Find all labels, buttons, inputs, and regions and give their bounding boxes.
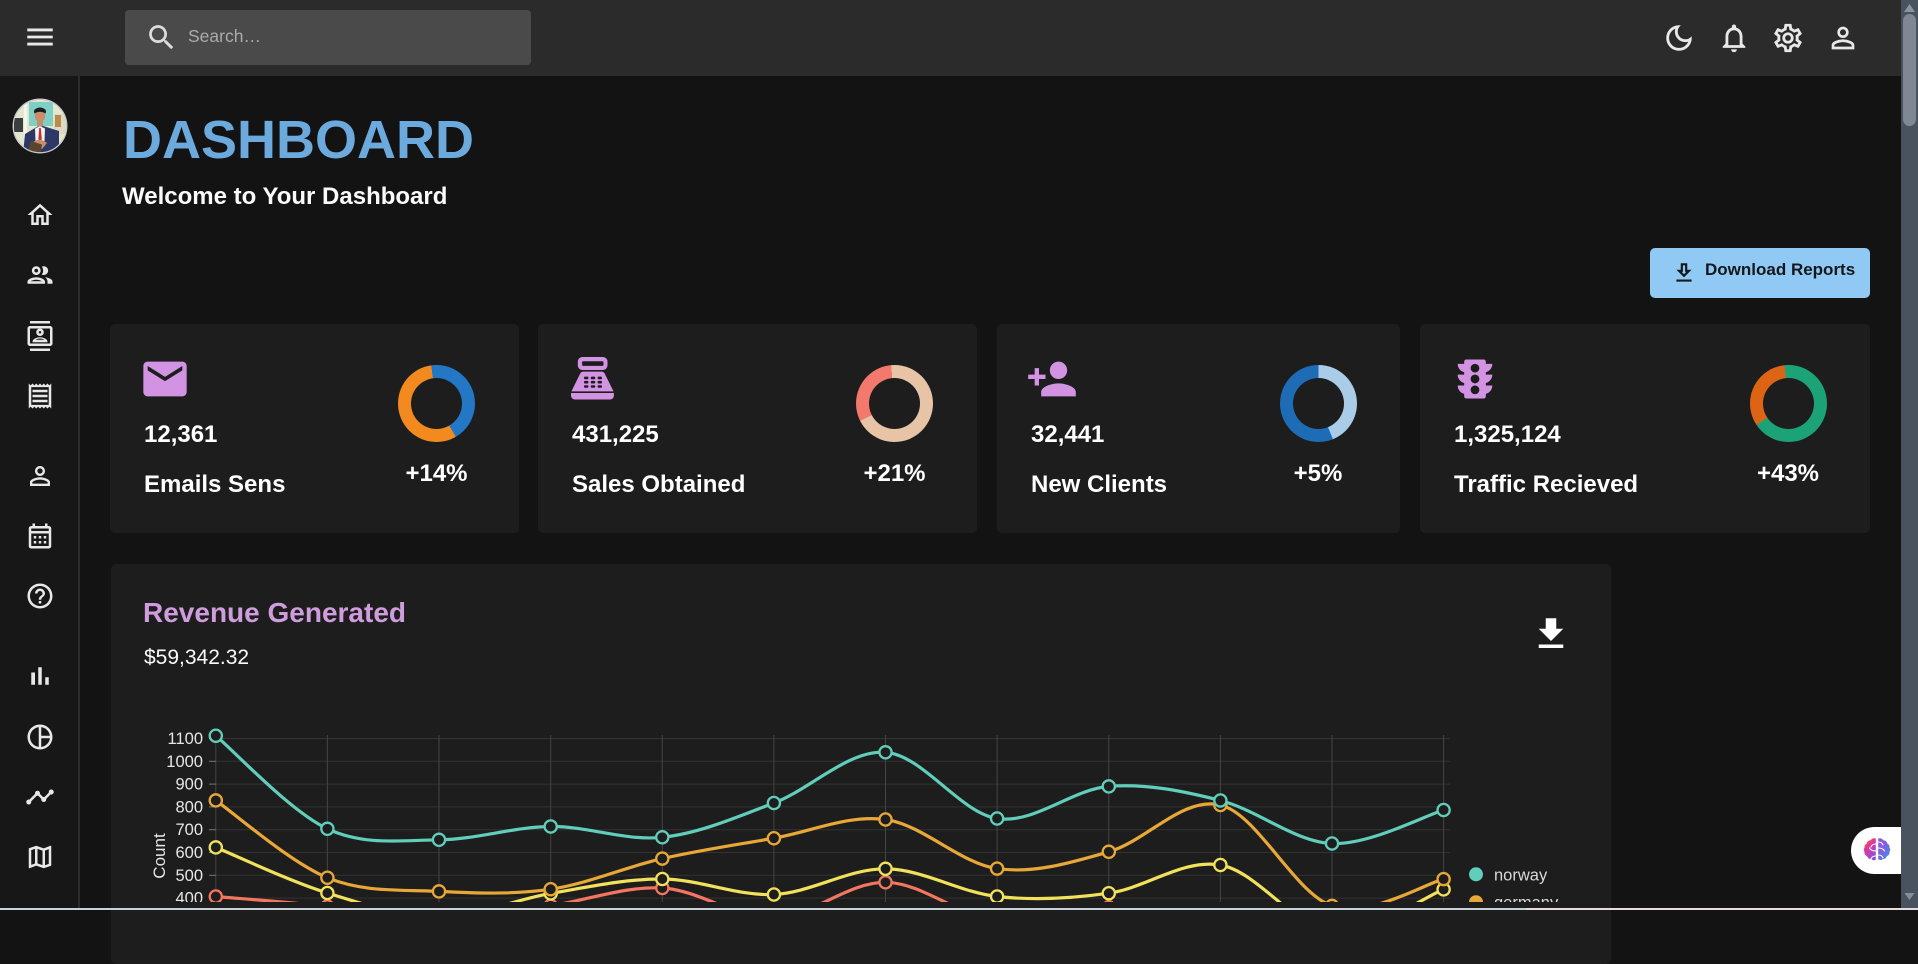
svg-text:1100: 1100 (168, 730, 203, 748)
svg-text:norway: norway (1494, 866, 1548, 884)
svg-text:400: 400 (175, 890, 203, 902)
svg-text:germany: germany (1494, 894, 1559, 902)
svg-text:500: 500 (175, 867, 203, 885)
svg-text:800: 800 (175, 798, 203, 816)
svg-text:Count: Count (150, 833, 169, 879)
svg-text:700: 700 (175, 821, 203, 839)
svg-text:900: 900 (175, 776, 203, 794)
svg-text:600: 600 (175, 844, 203, 862)
svg-text:1000: 1000 (166, 753, 203, 771)
